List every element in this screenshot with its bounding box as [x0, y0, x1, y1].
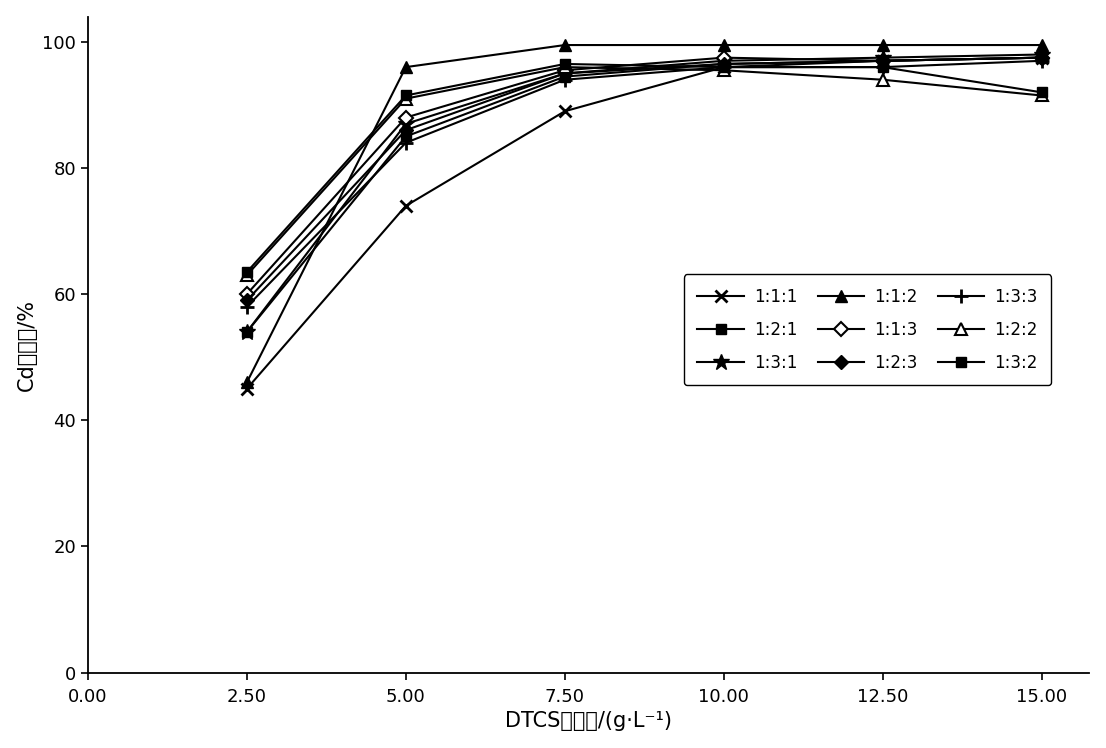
1:3:3 [717, 63, 730, 72]
1:2:2 [1035, 91, 1048, 100]
1:2:1 [559, 72, 572, 81]
1:2:1 [717, 60, 730, 69]
1:1:3 [399, 113, 413, 122]
Line: 1:1:3: 1:1:3 [242, 53, 1046, 299]
Line: 1:2:1: 1:2:1 [242, 53, 1046, 337]
1:1:3 [876, 56, 889, 65]
1:3:1 [399, 120, 413, 129]
1:1:1 [1035, 53, 1048, 62]
Line: 1:3:3: 1:3:3 [240, 54, 1048, 313]
1:1:1 [717, 63, 730, 72]
1:2:2 [559, 63, 572, 72]
1:2:2 [876, 76, 889, 85]
1:1:3 [1035, 53, 1048, 62]
1:2:2 [717, 66, 730, 75]
1:2:2 [399, 94, 413, 103]
Line: 1:3:2: 1:3:2 [242, 59, 1046, 277]
X-axis label: DTCS投加量/(g·L⁻¹): DTCS投加量/(g·L⁻¹) [505, 711, 672, 732]
Line: 1:3:1: 1:3:1 [239, 46, 1050, 340]
1:2:3 [399, 126, 413, 135]
1:3:1 [559, 69, 572, 78]
Y-axis label: Cd去除率/%: Cd去除率/% [17, 298, 36, 390]
1:1:1 [559, 107, 572, 116]
1:2:3 [717, 60, 730, 69]
1:3:2 [717, 63, 730, 72]
1:1:1 [240, 384, 253, 393]
Line: 1:2:3: 1:2:3 [242, 53, 1046, 305]
1:2:3 [559, 69, 572, 78]
1:3:1 [717, 56, 730, 65]
1:3:2 [399, 91, 413, 100]
1:1:2 [876, 40, 889, 49]
1:1:1 [876, 56, 889, 65]
1:2:1 [240, 328, 253, 337]
Line: 1:1:2: 1:1:2 [241, 40, 1047, 388]
1:1:3 [717, 53, 730, 62]
Legend: 1:1:1, 1:2:1, 1:3:1, 1:1:2, 1:1:3, 1:2:3, 1:3:3, 1:2:2, 1:3:2: 1:1:1, 1:2:1, 1:3:1, 1:1:2, 1:1:3, 1:2:3… [685, 275, 1051, 385]
1:3:1 [240, 328, 253, 337]
1:3:2 [240, 268, 253, 277]
1:1:2 [559, 40, 572, 49]
1:1:3 [559, 66, 572, 75]
1:1:2 [240, 378, 253, 387]
1:2:3 [1035, 53, 1048, 62]
1:3:2 [559, 60, 572, 69]
Line: 1:2:2: 1:2:2 [241, 61, 1047, 280]
1:3:3 [399, 138, 413, 147]
1:3:1 [1035, 50, 1048, 59]
1:1:3 [240, 289, 253, 298]
1:2:1 [399, 132, 413, 141]
1:3:2 [876, 63, 889, 72]
1:2:3 [240, 296, 253, 305]
1:1:1 [399, 201, 413, 210]
1:1:2 [717, 40, 730, 49]
1:3:3 [240, 302, 253, 311]
1:3:3 [876, 63, 889, 72]
1:3:3 [1035, 56, 1048, 65]
1:2:1 [1035, 53, 1048, 62]
1:2:1 [876, 56, 889, 65]
1:1:2 [399, 63, 413, 72]
1:3:3 [559, 76, 572, 85]
Line: 1:1:1: 1:1:1 [241, 52, 1047, 395]
1:2:2 [240, 271, 253, 280]
1:1:2 [1035, 40, 1048, 49]
1:2:3 [876, 56, 889, 65]
1:3:1 [876, 53, 889, 62]
1:3:2 [1035, 88, 1048, 96]
